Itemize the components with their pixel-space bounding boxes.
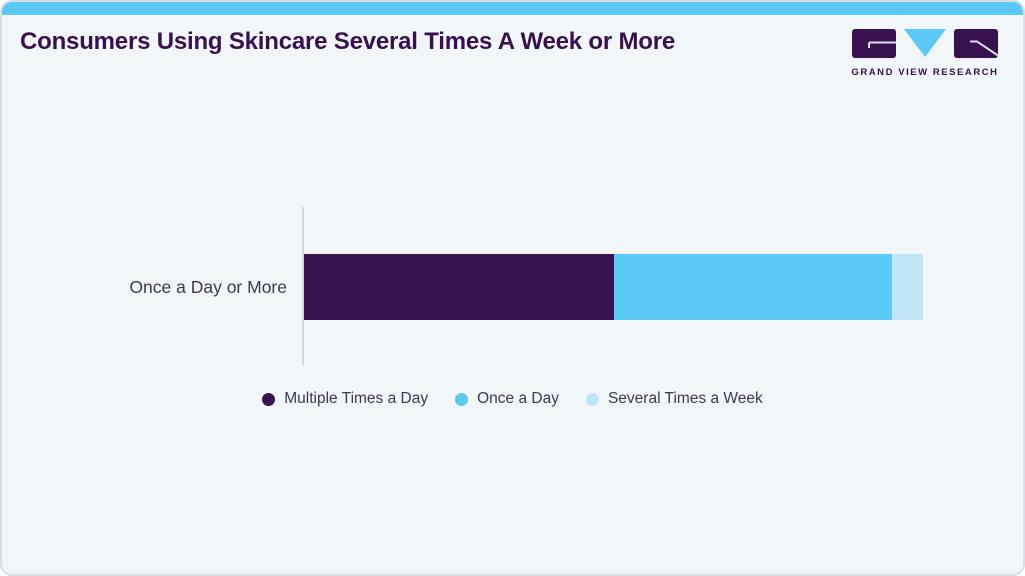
y-axis-line <box>302 207 304 365</box>
page-title: Consumers Using Skincare Several Times A… <box>20 28 676 55</box>
legend-label: Once a Day <box>477 390 559 407</box>
legend-item-0[interactable]: Multiple Times a Day <box>262 390 428 408</box>
grand-view-research-logo: GRAND VIEW RESEARCH <box>851 29 999 78</box>
legend: Multiple Times a Day Once a Day Several Ti… <box>2 390 1023 408</box>
category-label: Once a Day or More <box>129 277 287 297</box>
bar-segment-2[interactable] <box>892 254 923 320</box>
legend-item-2[interactable]: Several Times a Week <box>585 390 763 408</box>
legend-label: Several Times a Week <box>607 390 763 407</box>
logo-r-icon <box>954 29 999 63</box>
bar-segment-0[interactable] <box>304 254 614 320</box>
stacked-bar <box>304 254 923 320</box>
legend-dot-icon <box>262 392 276 406</box>
logo-wordmark: GRAND VIEW RESEARCH <box>851 67 999 78</box>
legend-dot-icon <box>455 392 469 406</box>
legend-item-1[interactable]: Once a Day <box>455 390 559 408</box>
logo-v-icon <box>903 29 947 63</box>
legend-label: Multiple Times a Day <box>284 390 429 407</box>
logo-marks <box>852 29 999 63</box>
bar-segment-1[interactable] <box>613 254 893 320</box>
logo-g-icon <box>852 29 896 63</box>
top-accent-bar <box>2 2 1023 15</box>
legend-dot-icon <box>585 392 599 406</box>
